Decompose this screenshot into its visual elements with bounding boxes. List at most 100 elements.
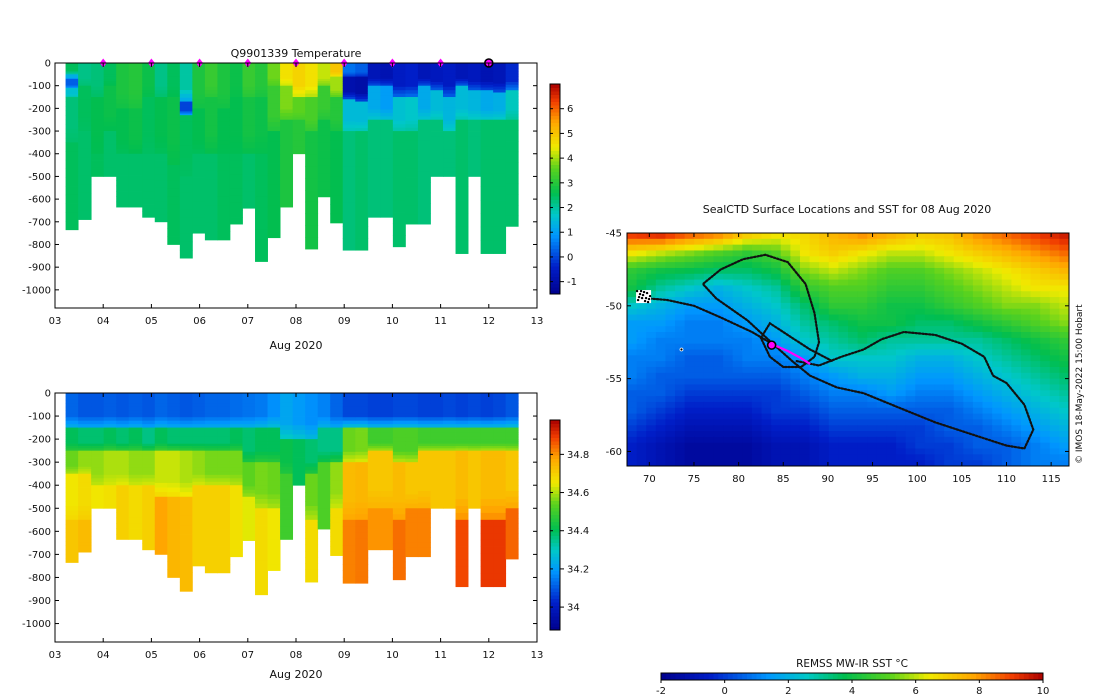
profile-cell <box>455 443 469 447</box>
profile-cell <box>255 499 268 505</box>
sst-cell <box>838 401 849 409</box>
profile-cell <box>142 474 156 479</box>
profile-cell <box>78 424 92 428</box>
profile-cell <box>505 399 519 404</box>
profile-cell <box>142 83 156 88</box>
profile-cell <box>480 512 494 521</box>
sst-cell <box>1020 436 1032 444</box>
profile-cell <box>154 439 168 442</box>
profile-cell <box>154 194 168 202</box>
sst-cell <box>1001 267 1012 275</box>
sst-cell <box>857 291 868 298</box>
profile-cell <box>367 74 381 78</box>
profile-cell <box>116 454 130 458</box>
profile-cell <box>417 479 431 486</box>
sst-colorbar-tick-label: 8 <box>976 686 982 697</box>
profile-cell <box>292 80 306 84</box>
profile-cell <box>167 446 181 449</box>
profile-cell <box>493 83 507 87</box>
profile-cell <box>255 229 268 241</box>
profile-cell <box>65 74 79 76</box>
sst-cell <box>963 442 974 450</box>
sst-cell <box>972 384 984 391</box>
profile-cell <box>367 197 381 208</box>
profile-cell <box>142 457 156 462</box>
profile-cell <box>380 533 394 538</box>
colorbar-segment <box>550 189 560 193</box>
profile-cell <box>255 434 268 439</box>
profile-cell <box>480 110 494 115</box>
profile-cell <box>142 179 156 186</box>
profile-cell <box>179 209 193 218</box>
profile-cell <box>65 436 79 440</box>
profile-cell <box>480 417 494 422</box>
profile-cell <box>217 205 231 215</box>
profile-cell <box>305 406 319 412</box>
sst-cell <box>972 413 984 420</box>
sst-cell <box>790 314 801 321</box>
profile-cell <box>292 448 306 454</box>
profile-cell <box>78 90 92 96</box>
profile-cell <box>405 214 419 225</box>
sst-cell <box>886 302 897 310</box>
profile-cell <box>480 450 494 458</box>
profile-cell <box>267 141 281 153</box>
profile-cell <box>392 399 406 404</box>
sst-cell <box>771 454 782 461</box>
sst-cell <box>876 326 888 333</box>
profile-cell <box>267 558 281 565</box>
profile-cell <box>342 427 356 432</box>
profile-cell <box>455 566 469 574</box>
sst-cell <box>982 390 993 397</box>
profile-cell <box>116 90 130 96</box>
profile-cell <box>305 466 319 471</box>
profile-cell <box>417 69 431 73</box>
sst-cell <box>627 320 638 327</box>
sst-cell <box>953 262 964 269</box>
sst-cell <box>646 460 657 466</box>
profile-cell <box>405 494 419 500</box>
profile-cell <box>267 78 281 82</box>
profile-cell <box>392 107 406 112</box>
profile-cell <box>280 446 294 450</box>
profile-cell <box>367 119 381 130</box>
sst-cell <box>723 384 734 391</box>
profile-cell <box>242 86 256 91</box>
sst-cell <box>703 337 715 345</box>
sst-cell <box>828 267 839 275</box>
profile-cell <box>229 142 243 149</box>
sst-colorbar-segment <box>980 673 987 680</box>
profile-cell <box>330 92 344 96</box>
profile-cell <box>468 76 481 80</box>
sst-cell <box>905 326 916 333</box>
sst-cell <box>655 372 667 380</box>
sst-cell <box>627 285 638 292</box>
sst-cell <box>780 273 791 281</box>
sst-cell <box>761 238 772 246</box>
profile-cell <box>380 99 394 104</box>
sst-cell <box>799 250 811 257</box>
sst-cell <box>751 320 763 327</box>
sst-cell <box>915 448 926 455</box>
sst-cell <box>924 436 936 444</box>
sst-cell <box>771 372 782 380</box>
sst-cell <box>742 384 753 391</box>
sst-cell <box>675 285 686 292</box>
sst-cell <box>828 279 839 287</box>
profile-cell <box>455 505 469 514</box>
sst-cell <box>876 320 888 327</box>
profile-cell <box>103 439 117 442</box>
sst-cell <box>905 262 916 269</box>
profile-cell <box>468 443 481 447</box>
profile-cell <box>468 473 481 480</box>
sst-cell <box>761 425 772 432</box>
profile-cell <box>128 517 143 524</box>
profile-cell <box>355 67 369 69</box>
sst-cell <box>655 419 667 426</box>
profile-cell <box>167 83 181 88</box>
sst-cell <box>684 279 695 287</box>
profile-cell <box>116 121 130 127</box>
profile-cell <box>242 153 256 160</box>
sst-cell <box>838 308 849 316</box>
